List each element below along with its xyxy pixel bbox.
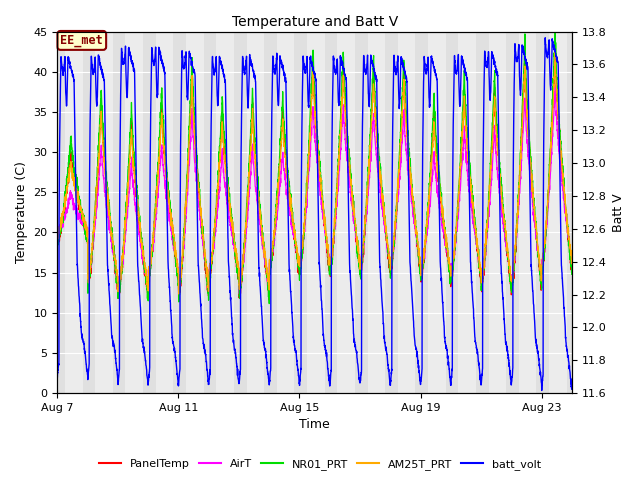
Bar (428, 32, 445, 393)
PanelTemp (320, 223, 328, 228)
AirT (320, 219, 328, 225)
Y-axis label: Temperature (C): Temperature (C) (15, 161, 28, 263)
Bar (398, 32, 415, 393)
AM25T_PRT (405, 154, 413, 160)
NR01_PRT (536, 269, 543, 275)
Bar (246, 32, 264, 393)
NR01_PRT (512, 250, 520, 255)
Y-axis label: Batt V: Batt V (612, 193, 625, 232)
Bar (458, 32, 476, 393)
NR01_PRT (405, 148, 413, 154)
Line: AirT: AirT (58, 85, 572, 293)
AM25T_PRT (512, 240, 520, 246)
AM25T_PRT (552, 49, 559, 55)
Bar (95, 32, 113, 393)
NR01_PRT (479, 268, 487, 274)
batt_volt (538, 388, 545, 394)
batt_volt (320, 337, 328, 343)
batt_volt (541, 35, 549, 41)
batt_volt (54, 374, 61, 380)
PanelTemp (568, 270, 575, 276)
PanelTemp (479, 269, 487, 275)
Bar (367, 32, 385, 393)
AirT (512, 243, 520, 249)
PanelTemp (266, 297, 273, 303)
batt_volt (511, 48, 519, 54)
Text: EE_met: EE_met (60, 34, 103, 47)
NR01_PRT (266, 301, 273, 307)
NR01_PRT (359, 251, 367, 257)
Bar (276, 32, 294, 393)
AirT (568, 262, 575, 268)
Bar (307, 32, 324, 393)
AM25T_PRT (568, 261, 575, 266)
PanelTemp (512, 247, 520, 253)
AirT (54, 229, 61, 235)
Bar (65, 32, 83, 393)
batt_volt (479, 132, 487, 138)
PanelTemp (552, 40, 559, 46)
Legend: PanelTemp, AirT, NR01_PRT, AM25T_PRT, batt_volt: PanelTemp, AirT, NR01_PRT, AM25T_PRT, ba… (94, 455, 546, 474)
Line: NR01_PRT: NR01_PRT (58, 28, 572, 304)
AirT (175, 290, 182, 296)
AirT (552, 82, 559, 88)
AM25T_PRT (536, 265, 543, 271)
Line: PanelTemp: PanelTemp (58, 43, 572, 300)
Bar (156, 32, 173, 393)
AirT (405, 177, 413, 182)
AM25T_PRT (359, 244, 367, 250)
Line: AM25T_PRT: AM25T_PRT (58, 52, 572, 294)
Title: Temperature and Batt V: Temperature and Batt V (232, 15, 397, 29)
batt_volt (405, 206, 413, 212)
AM25T_PRT (479, 263, 487, 268)
AM25T_PRT (54, 229, 61, 235)
Bar (337, 32, 355, 393)
AirT (536, 265, 543, 271)
PanelTemp (54, 236, 61, 242)
X-axis label: Time: Time (300, 419, 330, 432)
AM25T_PRT (175, 291, 182, 297)
Bar (186, 32, 204, 393)
PanelTemp (536, 265, 543, 271)
Bar (125, 32, 143, 393)
AirT (479, 271, 487, 277)
batt_volt (359, 114, 367, 120)
AM25T_PRT (320, 212, 328, 217)
batt_volt (568, 386, 575, 392)
Bar (519, 32, 536, 393)
batt_volt (536, 365, 543, 371)
Bar (488, 32, 506, 393)
NR01_PRT (568, 271, 575, 277)
NR01_PRT (54, 240, 61, 246)
AirT (359, 245, 367, 251)
Bar (216, 32, 234, 393)
Line: batt_volt: batt_volt (58, 38, 572, 391)
PanelTemp (405, 157, 413, 163)
NR01_PRT (320, 212, 328, 218)
PanelTemp (359, 250, 367, 255)
NR01_PRT (552, 25, 559, 31)
Bar (549, 32, 566, 393)
